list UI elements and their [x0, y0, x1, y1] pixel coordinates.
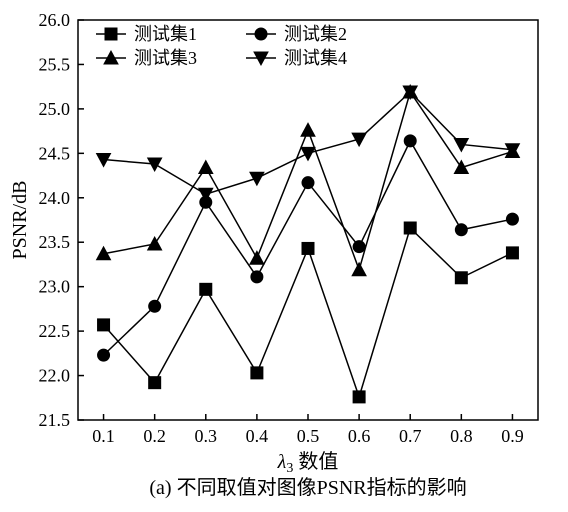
x-axis-label: λ3 数值: [277, 450, 339, 476]
legend-label: 测试集4: [284, 48, 347, 68]
x-tick-label: 0.1: [92, 426, 115, 446]
legend-item-4: 测试集4: [246, 48, 347, 68]
legend-label: 测试集3: [134, 48, 197, 68]
marker-circle: [255, 28, 267, 40]
legend-label: 测试集1: [134, 24, 197, 44]
y-tick-label: 21.5: [39, 410, 71, 430]
y-tick-label: 24.5: [39, 143, 71, 163]
y-tick-label: 24.0: [39, 188, 71, 208]
y-tick-label: 22.0: [39, 366, 71, 386]
y-tick-label: 25.5: [39, 54, 71, 74]
y-tick-label: 26.0: [39, 10, 71, 30]
marker-square: [149, 377, 161, 389]
marker-triangle-up: [301, 123, 315, 136]
marker-triangle-down: [250, 172, 264, 185]
marker-triangle-up: [454, 161, 468, 174]
marker-triangle-up: [352, 263, 366, 276]
x-tick-label: 0.8: [450, 426, 473, 446]
marker-circle: [98, 349, 110, 361]
marker-circle: [149, 300, 161, 312]
marker-triangle-down: [301, 147, 315, 160]
marker-square: [302, 242, 314, 254]
marker-square: [353, 391, 365, 403]
y-tick-label: 23.5: [39, 232, 71, 252]
marker-square: [98, 319, 110, 331]
marker-circle: [455, 224, 467, 236]
psnr-line-chart: 21.5 22.0 22.5 23.0 23.5 24.0 24.5 25.0 25.5 26.0…: [0, 0, 568, 512]
marker-square: [455, 272, 467, 284]
marker-circle: [251, 271, 263, 283]
y-tick-label: 25.0: [39, 99, 71, 119]
legend-item-1: 测试集1: [96, 24, 197, 44]
marker-circle: [404, 135, 416, 147]
marker-square: [404, 222, 416, 234]
marker-triangle-up: [199, 161, 213, 174]
x-tick-label: 0.2: [143, 426, 166, 446]
plot-border: [78, 20, 538, 420]
legend-item-3: 测试集3: [96, 48, 197, 68]
marker-square: [200, 283, 212, 295]
legend: 测试集1 测试集2 测试集3 测试集4: [96, 24, 347, 68]
x-tick-label: 0.6: [348, 426, 371, 446]
y-tick-label: 22.5: [39, 321, 71, 341]
legend-label: 测试集2: [284, 24, 347, 44]
x-tick-label: 0.3: [195, 426, 218, 446]
marker-circle: [506, 213, 518, 225]
y-axis-label: PSNR/dB: [9, 181, 31, 260]
marker-square: [506, 247, 518, 259]
marker-triangle-down: [352, 133, 366, 146]
marker-triangle-up: [148, 237, 162, 250]
y-tick-label: 23.0: [39, 277, 71, 297]
x-tick-label: 0.4: [246, 426, 269, 446]
marker-square: [105, 28, 117, 40]
marker-circle: [353, 241, 365, 253]
marker-square: [251, 367, 263, 379]
x-tick-label: 0.9: [501, 426, 524, 446]
marker-circle: [302, 177, 314, 189]
x-tick-label: 0.5: [297, 426, 320, 446]
x-tick-label: 0.7: [399, 426, 422, 446]
legend-item-2: 测试集2: [246, 24, 347, 44]
chart-caption: (a) 不同取值对图像PSNR指标的影响: [149, 476, 466, 499]
marker-triangle-down: [148, 158, 162, 171]
marker-triangle-up: [250, 251, 264, 264]
chart-container: 21.5 22.0 22.5 23.0 23.5 24.0 24.5 25.0 25.5 26.0…: [0, 0, 568, 512]
